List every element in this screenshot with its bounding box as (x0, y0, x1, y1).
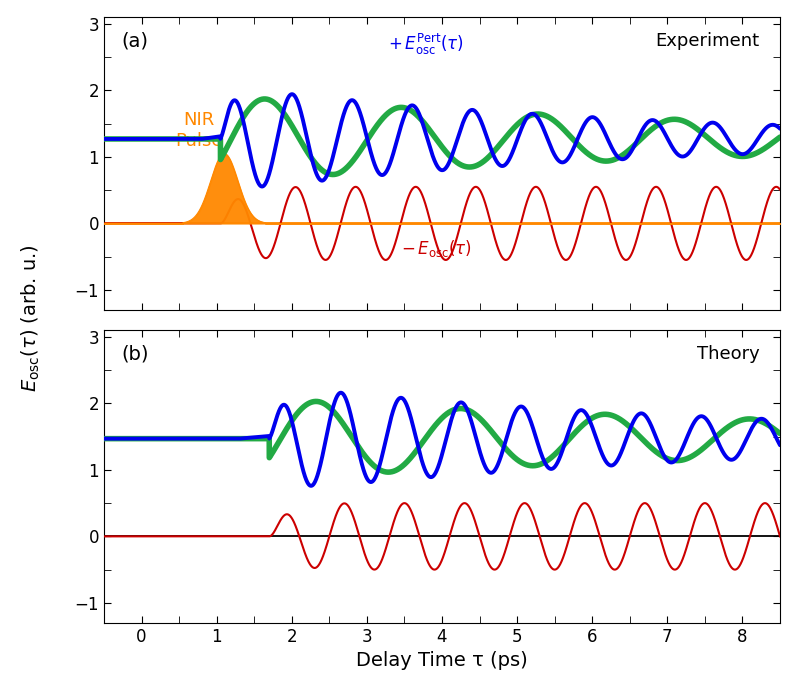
X-axis label: Delay Time τ (ps): Delay Time τ (ps) (356, 651, 528, 671)
Text: $E_{\rm osc}(\tau)$ (arb. u.): $E_{\rm osc}(\tau)$ (arb. u.) (20, 244, 42, 392)
Text: (a): (a) (121, 32, 148, 51)
Text: $-\,E_{\rm osc}(\tau)$: $-\,E_{\rm osc}(\tau)$ (402, 238, 472, 260)
Text: Theory: Theory (697, 345, 760, 363)
Text: $+\,E_{\rm osc}^{\rm Pert}(\tau)$: $+\,E_{\rm osc}^{\rm Pert}(\tau)$ (388, 32, 464, 57)
Text: Experiment: Experiment (655, 32, 760, 50)
Text: (b): (b) (121, 345, 149, 364)
Text: NIR
Pulse: NIR Pulse (175, 111, 222, 149)
